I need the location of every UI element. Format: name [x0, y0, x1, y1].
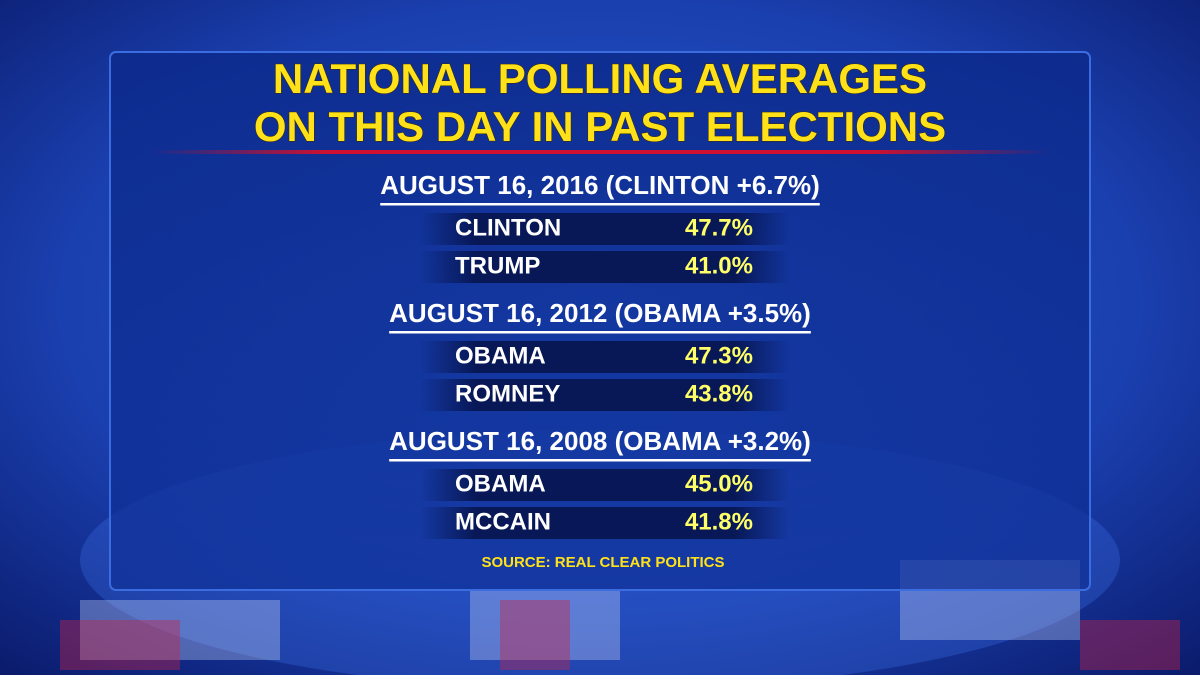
panel: [109, 51, 1091, 591]
poll-value: 47.7%: [685, 214, 753, 241]
heading-underline: [380, 203, 820, 206]
candidate-name: TRUMP: [455, 252, 540, 279]
candidate-name: CLINTON: [455, 214, 561, 241]
candidate-name: MCCAIN: [455, 508, 551, 535]
title-line: ON THIS DAY IN PAST ELECTIONS: [254, 103, 946, 150]
candidate-name: OBAMA: [455, 342, 546, 369]
row-bar: [420, 341, 790, 373]
map-red: [60, 600, 1180, 670]
poll-value: 41.8%: [685, 508, 753, 535]
section-heading: AUGUST 16, 2008 (OBAMA +3.2%): [389, 426, 811, 456]
row-bar: [420, 507, 790, 539]
row-bar: [420, 379, 790, 411]
heading-underline: [389, 459, 811, 462]
source: SOURCE: REAL CLEAR POLITICS: [481, 554, 724, 571]
section-heading: AUGUST 16, 2016 (CLINTON +6.7%): [380, 170, 820, 200]
title-line: NATIONAL POLLING AVERAGES: [273, 55, 927, 102]
poll-value: 47.3%: [685, 342, 753, 369]
candidate-name: ROMNEY: [455, 380, 560, 407]
section-heading: AUGUST 16, 2012 (OBAMA +3.5%): [389, 298, 811, 328]
poll-value: 43.8%: [685, 380, 753, 407]
candidate-name: OBAMA: [455, 470, 546, 497]
poll-value: 41.0%: [685, 252, 753, 279]
title-rule: [150, 150, 1050, 154]
heading-underline: [389, 331, 811, 334]
row-bar: [420, 251, 790, 283]
row-bar: [420, 213, 790, 245]
poll-value: 45.0%: [685, 470, 753, 497]
row-bar: [420, 469, 790, 501]
